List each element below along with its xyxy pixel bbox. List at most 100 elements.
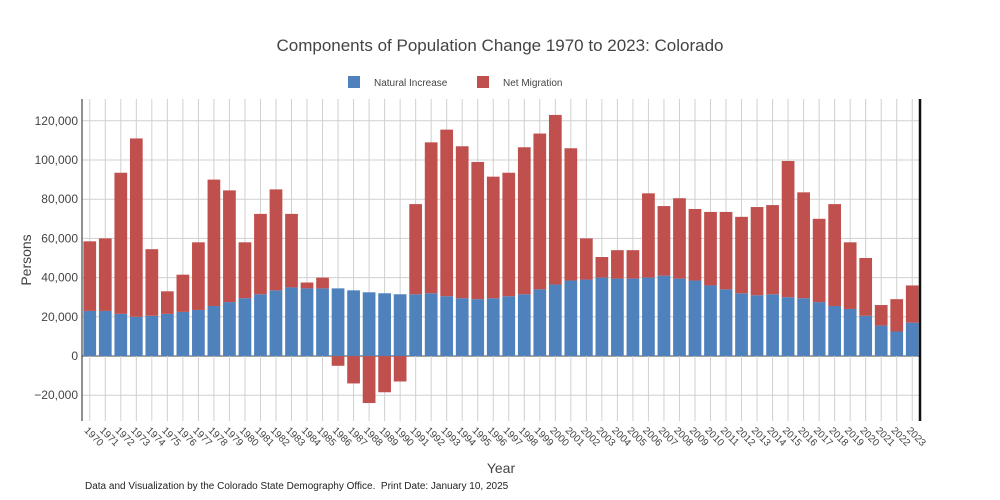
bar-net-migration-2023 bbox=[905, 285, 919, 323]
bar-net-migration-2022 bbox=[890, 299, 904, 332]
legend-label-natural-increase: Natural Increase bbox=[374, 78, 448, 89]
chart-title: Components of Population Change 1970 to … bbox=[276, 36, 723, 55]
bar-net-migration-1973 bbox=[129, 138, 143, 317]
bar-natural-increase-1975 bbox=[160, 313, 174, 356]
bar-natural-increase-2017 bbox=[812, 302, 826, 356]
bar-natural-increase-2012 bbox=[735, 293, 748, 356]
bar-natural-increase-2007 bbox=[657, 275, 671, 356]
bar-net-migration-2013 bbox=[750, 207, 764, 296]
bar-net-migration-2003 bbox=[595, 257, 609, 278]
bar-net-migration-1991 bbox=[409, 204, 423, 295]
bar-natural-increase-2000 bbox=[548, 284, 562, 356]
bar-natural-increase-1986 bbox=[331, 288, 345, 356]
y-tick-label: 0 bbox=[71, 349, 78, 363]
bar-net-migration-2014 bbox=[766, 205, 779, 295]
bar-natural-increase-2019 bbox=[843, 308, 857, 356]
bar-net-migration-2000 bbox=[548, 114, 562, 285]
bar-natural-increase-2004 bbox=[611, 278, 624, 356]
bar-natural-increase-1992 bbox=[424, 293, 438, 356]
bar-net-migration-1977 bbox=[192, 242, 205, 310]
bar-net-migration-2012 bbox=[735, 216, 748, 294]
bar-natural-increase-2005 bbox=[626, 278, 640, 356]
bar-natural-increase-2022 bbox=[890, 331, 904, 356]
bar-net-migration-2008 bbox=[673, 198, 686, 279]
bar-net-migration-1981 bbox=[254, 213, 267, 295]
bar-net-migration-2016 bbox=[797, 192, 810, 299]
bar-net-migration-1988 bbox=[362, 356, 376, 404]
bar-natural-increase-2020 bbox=[859, 315, 873, 356]
bar-natural-increase-1994 bbox=[455, 298, 469, 356]
bar-natural-increase-1973 bbox=[129, 316, 143, 356]
bar-net-migration-1987 bbox=[347, 356, 360, 384]
y-tick-label: 20,000 bbox=[41, 310, 78, 324]
bar-net-migration-1976 bbox=[176, 274, 190, 312]
bar-natural-increase-1985 bbox=[316, 288, 329, 356]
bar-natural-increase-1989 bbox=[378, 293, 391, 356]
bar-net-migration-1982 bbox=[269, 189, 283, 291]
bar-natural-increase-1977 bbox=[192, 309, 205, 356]
bar-net-migration-1999 bbox=[533, 133, 547, 290]
bar-net-migration-1995 bbox=[471, 161, 485, 300]
footer-note: Data and Visualization by the Colorado S… bbox=[85, 481, 509, 492]
bar-net-migration-2015 bbox=[781, 160, 795, 298]
y-tick-label: 40,000 bbox=[41, 271, 78, 285]
bar-net-migration-1975 bbox=[160, 291, 174, 314]
bar-natural-increase-1982 bbox=[269, 290, 283, 356]
bar-natural-increase-2016 bbox=[797, 298, 810, 356]
bar-net-migration-2005 bbox=[626, 250, 640, 279]
bar-net-migration-1974 bbox=[145, 249, 159, 316]
bar-net-migration-2019 bbox=[843, 242, 857, 309]
legend-swatch-net-migration bbox=[477, 76, 489, 88]
legend[interactable]: Natural Increase Net Migration bbox=[348, 76, 562, 89]
bar-net-migration-2020 bbox=[859, 258, 873, 316]
bar-natural-increase-1995 bbox=[471, 299, 485, 356]
y-tick-label: −20,000 bbox=[34, 388, 78, 402]
bar-net-migration-2002 bbox=[579, 238, 593, 280]
bar-natural-increase-1972 bbox=[114, 313, 128, 356]
bar-net-migration-2021 bbox=[874, 305, 888, 326]
y-tick-label: 100,000 bbox=[35, 153, 79, 167]
bar-natural-increase-1979 bbox=[223, 302, 236, 356]
bar-natural-increase-2002 bbox=[579, 279, 593, 356]
bar-natural-increase-2001 bbox=[564, 280, 578, 356]
bar-natural-increase-1997 bbox=[502, 296, 516, 356]
bar-natural-increase-1981 bbox=[254, 294, 267, 356]
bar-net-migration-2009 bbox=[688, 209, 702, 281]
bars bbox=[83, 114, 919, 404]
bar-natural-increase-1993 bbox=[440, 296, 454, 356]
bar-natural-increase-2003 bbox=[595, 277, 609, 356]
bar-natural-increase-1974 bbox=[145, 315, 159, 356]
bar-net-migration-1998 bbox=[517, 147, 531, 295]
bar-net-migration-1972 bbox=[114, 172, 128, 314]
bar-net-migration-1989 bbox=[378, 356, 391, 393]
bar-net-migration-1985 bbox=[316, 277, 329, 289]
bar-net-migration-2011 bbox=[719, 211, 733, 290]
bar-net-migration-2010 bbox=[704, 211, 717, 286]
bar-natural-increase-2011 bbox=[719, 289, 733, 356]
bar-net-migration-1994 bbox=[455, 146, 469, 299]
bar-natural-increase-1998 bbox=[517, 294, 531, 356]
bar-net-migration-1970 bbox=[83, 241, 97, 311]
bar-natural-increase-1976 bbox=[176, 311, 190, 356]
bar-natural-increase-2006 bbox=[642, 277, 655, 356]
bar-net-migration-2017 bbox=[812, 218, 826, 303]
bar-natural-increase-1983 bbox=[285, 287, 298, 356]
bar-net-migration-1992 bbox=[424, 142, 438, 294]
y-tick-label: 80,000 bbox=[41, 192, 78, 206]
bar-natural-increase-1990 bbox=[393, 294, 407, 356]
bar-net-migration-1997 bbox=[502, 172, 516, 297]
y-axis-label: Persons bbox=[18, 234, 34, 285]
y-tick-label: 60,000 bbox=[41, 231, 78, 245]
bar-natural-increase-1980 bbox=[238, 298, 252, 356]
bar-net-migration-1984 bbox=[300, 282, 314, 289]
bar-net-migration-2018 bbox=[828, 204, 842, 307]
bar-natural-increase-2008 bbox=[673, 278, 686, 356]
bar-natural-increase-2013 bbox=[750, 295, 764, 356]
bar-natural-increase-1970 bbox=[83, 310, 97, 356]
bar-natural-increase-1999 bbox=[533, 289, 547, 356]
y-tick-label: 120,000 bbox=[35, 114, 79, 128]
bar-net-migration-1990 bbox=[393, 356, 407, 382]
bar-natural-increase-1978 bbox=[207, 306, 221, 356]
bar-net-migration-1996 bbox=[486, 176, 500, 299]
